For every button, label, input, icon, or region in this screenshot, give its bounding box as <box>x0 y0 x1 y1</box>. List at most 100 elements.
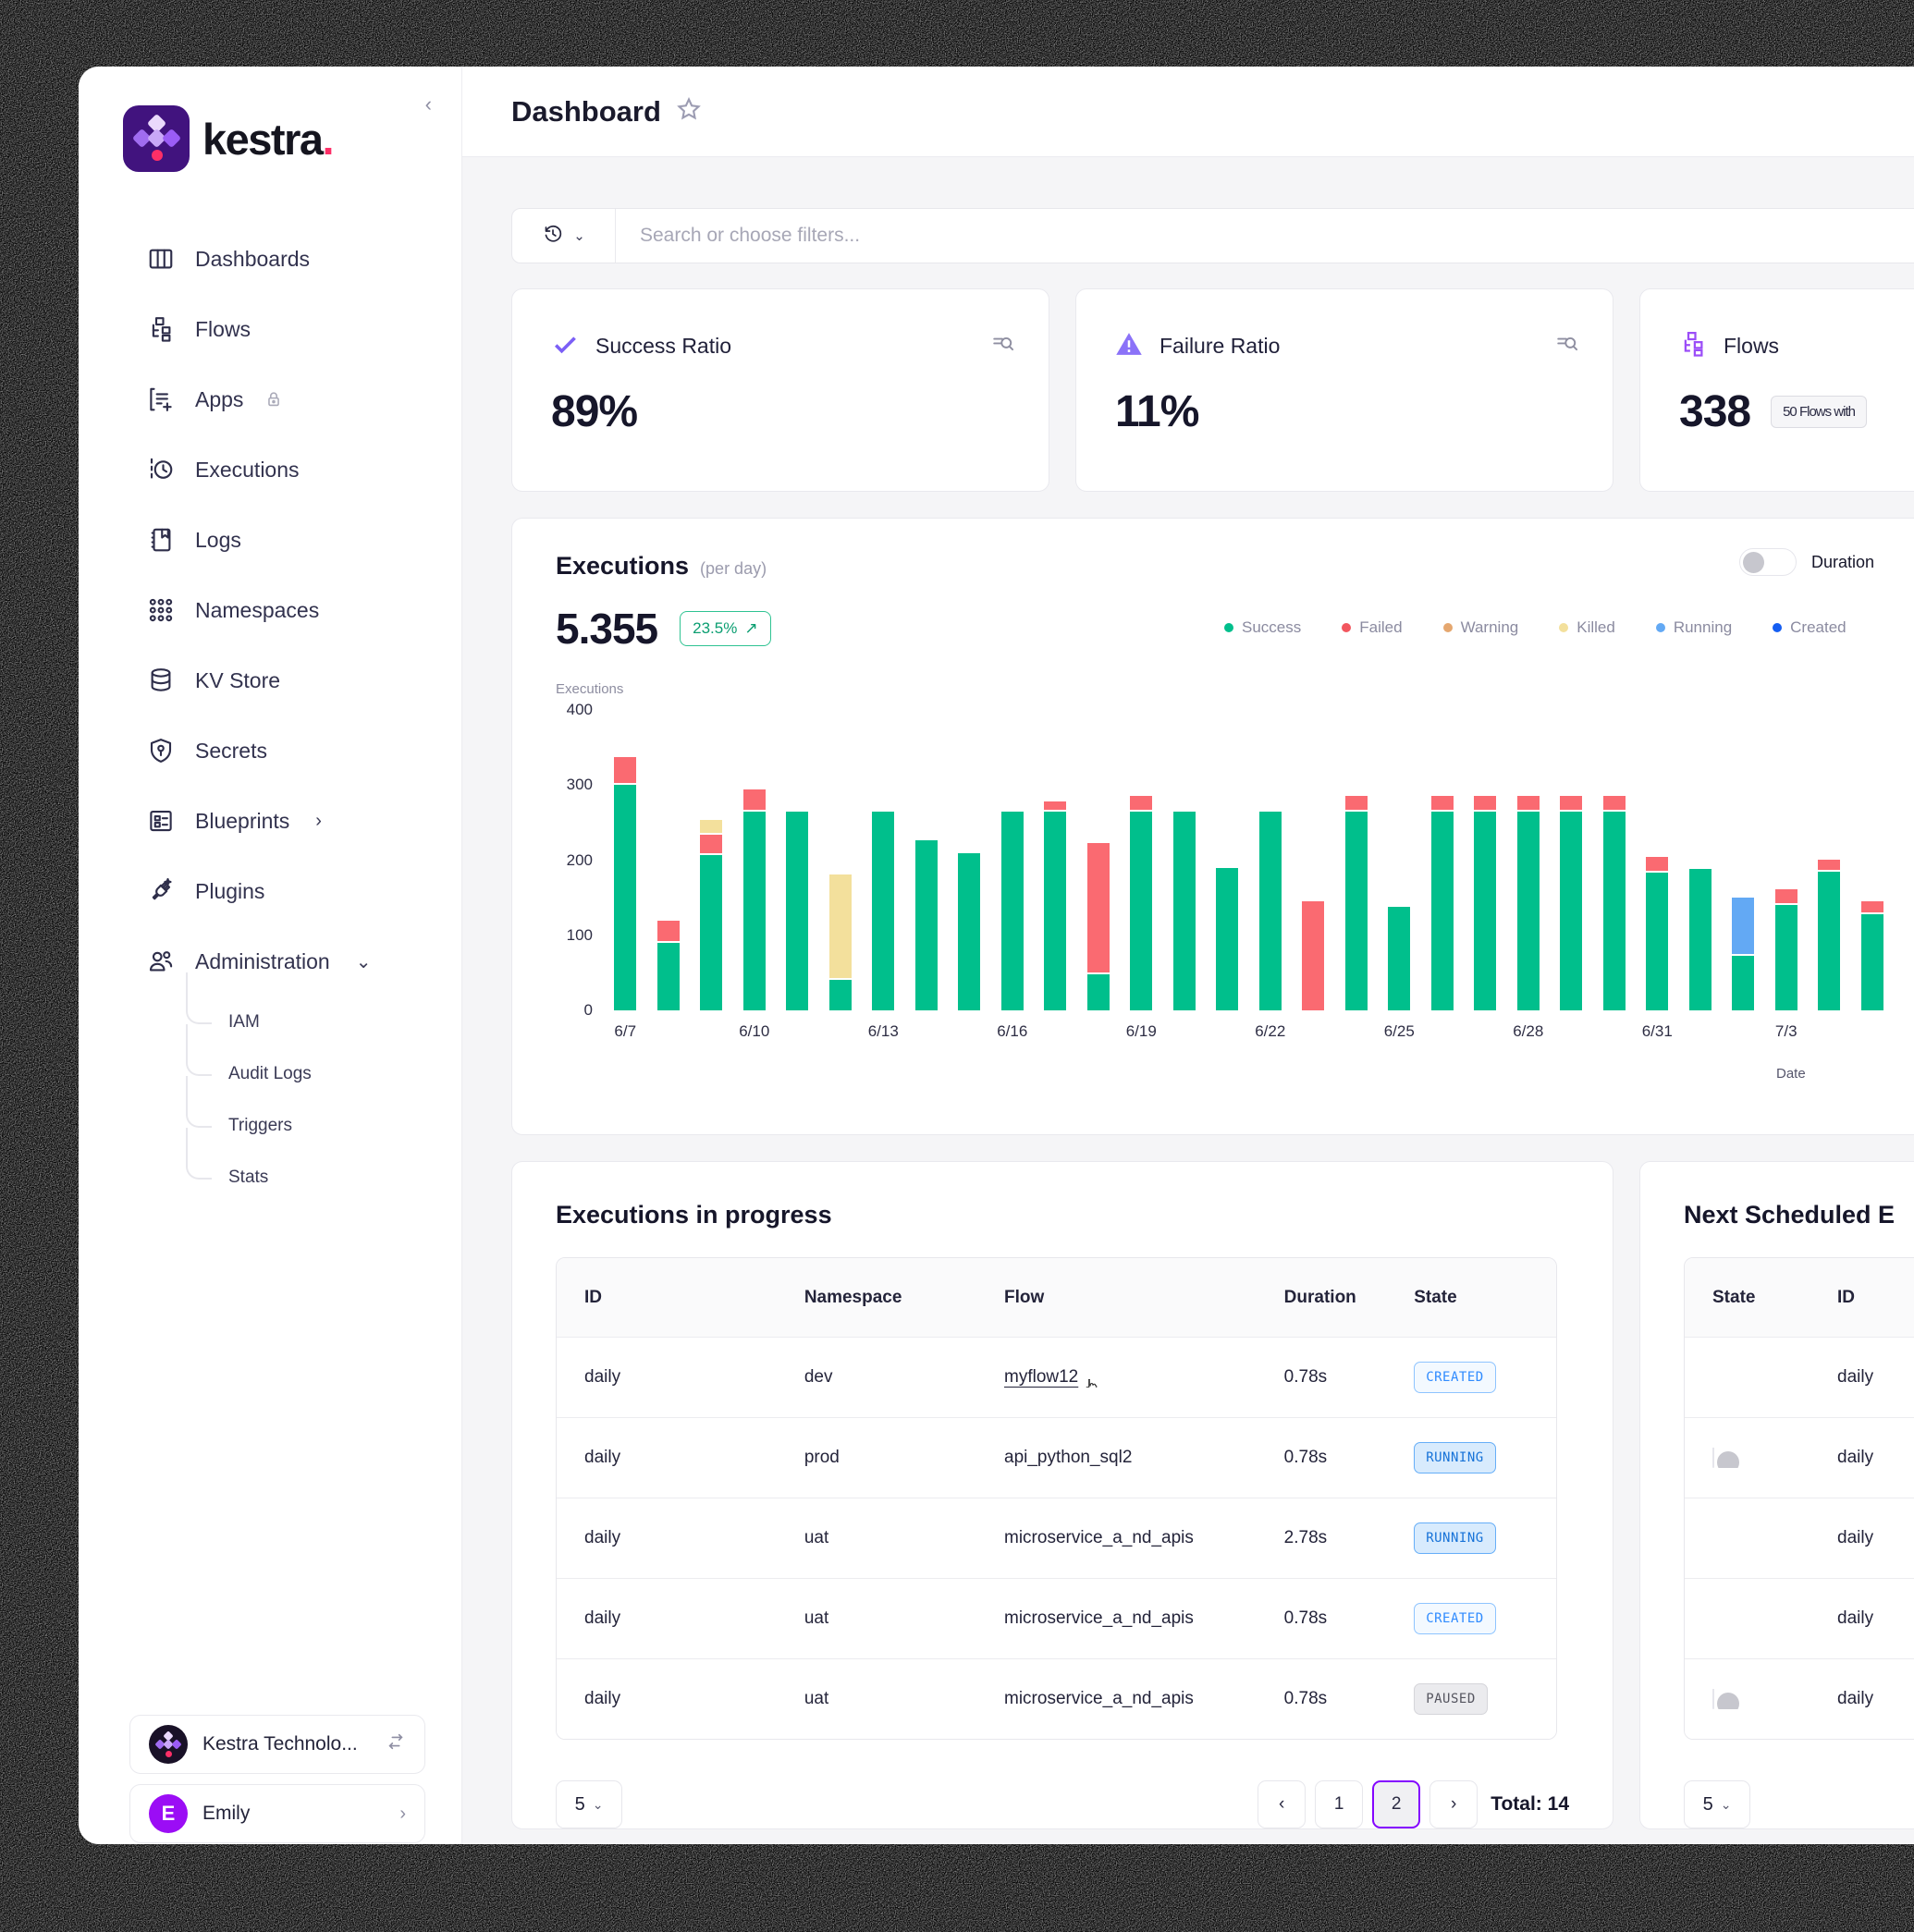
toggle-off[interactable] <box>1712 1448 1739 1468</box>
prev-page-button[interactable]: ‹ <box>1258 1780 1307 1828</box>
flows-icon <box>1679 330 1707 362</box>
swap-icon <box>386 1731 406 1757</box>
bar-6/23[interactable] <box>1302 901 1325 1010</box>
brand-logo[interactable]: kestra. <box>123 105 461 172</box>
sidebar-item-logs[interactable]: Logs <box>79 505 461 575</box>
sidebar-item-kv-store[interactable]: KV Store <box>79 645 461 715</box>
sidebar-subitem-triggers[interactable]: Triggers <box>79 1076 461 1152</box>
legend-item-failed[interactable]: Failed <box>1342 618 1403 637</box>
segment-success <box>872 812 895 1010</box>
bar-7/1[interactable] <box>1688 869 1712 1010</box>
sidebar-item-plugins[interactable]: Plugins <box>79 856 461 926</box>
filter-history-button[interactable]: ⌄ <box>512 209 616 263</box>
bar-6/28[interactable] <box>1516 796 1540 1010</box>
bar-7/3[interactable] <box>1774 889 1797 1010</box>
bar-6/21[interactable] <box>1216 868 1239 1010</box>
bar-6/7[interactable] <box>614 757 637 1010</box>
bar-6/30[interactable] <box>1602 796 1626 1010</box>
sidebar-item-flows[interactable]: Flows <box>79 294 461 364</box>
bar-6/9[interactable] <box>700 820 723 1010</box>
sidebar-item-namespaces[interactable]: Namespaces <box>79 575 461 645</box>
legend-item-created[interactable]: Created <box>1773 618 1847 637</box>
bar-6/27[interactable] <box>1474 796 1497 1010</box>
bar-7/4[interactable] <box>1818 860 1841 1010</box>
favorite-star-icon[interactable] <box>676 96 702 127</box>
page-button-1[interactable]: 1 <box>1315 1780 1364 1828</box>
bar-6/19[interactable] <box>1130 796 1153 1010</box>
namespace-cell: dev <box>804 1367 833 1387</box>
bar-6/26[interactable] <box>1430 796 1454 1010</box>
bar-6/17[interactable] <box>1044 801 1067 1010</box>
bar-6/11[interactable] <box>786 812 809 1010</box>
search-input[interactable] <box>616 209 1914 263</box>
bar-6/22[interactable] <box>1258 812 1282 1010</box>
status-badge: CREATED <box>1414 1362 1496 1393</box>
flow-name: api_python_sql2 <box>1004 1448 1133 1467</box>
bar-slot <box>948 710 991 1010</box>
bar-6/8[interactable] <box>656 921 680 1010</box>
segment-failed <box>1560 796 1583 810</box>
bar-slot <box>1335 710 1379 1010</box>
sidebar-item-blueprints[interactable]: Blueprints › <box>79 786 461 856</box>
bar-6/14[interactable] <box>914 840 938 1010</box>
sidebar-item-label: KV Store <box>195 667 281 692</box>
chart-legend: Success Failed Warning Killed Running Created <box>1224 618 1847 637</box>
x-tick-label: 7/3 <box>1774 1022 1797 1040</box>
next-page-button[interactable]: › <box>1429 1780 1478 1828</box>
bar-6/15[interactable] <box>958 853 981 1010</box>
bar-7/2[interactable] <box>1732 898 1755 1010</box>
table-row: daily uat microservice_a_nd_apis 2.78s RUNNI… <box>557 1498 1556 1578</box>
x-tick-label <box>776 1022 819 1041</box>
page-size-select[interactable]: 5 ⌄ <box>1684 1780 1750 1828</box>
sidebar-item-secrets[interactable]: Secrets <box>79 715 461 786</box>
tenant-switcher[interactable]: Kestra Technolo... <box>129 1715 425 1774</box>
segment-failed <box>1860 901 1883 912</box>
bar-slot <box>1421 710 1465 1010</box>
table-row: daily a <box>1685 1417 1914 1498</box>
page-button-2[interactable]: 2 <box>1372 1780 1421 1828</box>
sidebar-item-executions[interactable]: Executions <box>79 434 461 505</box>
bar-6/31[interactable] <box>1646 857 1669 1010</box>
pagination: ‹ 1 2 › <box>1258 1780 1478 1828</box>
flow-cell: microservice_a_nd_apis <box>976 1689 1257 1709</box>
sidebar-item-apps[interactable]: Apps <box>79 364 461 434</box>
sidebar-item-administration[interactable]: Administration ⌄ <box>79 926 461 997</box>
bar-6/16[interactable] <box>1000 812 1024 1010</box>
state-cell: RUNNING <box>1386 1522 1556 1554</box>
page-size-select[interactable]: 5 ⌄ <box>556 1780 622 1828</box>
x-tick-label: 6/16 <box>997 1022 1028 1040</box>
bar-6/12[interactable] <box>828 874 852 1010</box>
bar-6/13[interactable] <box>872 812 895 1010</box>
user-menu[interactable]: E Emily › <box>129 1784 425 1843</box>
segment-failed <box>1474 796 1497 810</box>
legend-item-killed[interactable]: Killed <box>1559 618 1615 637</box>
panel-title: Next Scheduled E <box>1684 1201 1896 1229</box>
x-tick-label <box>948 1022 991 1041</box>
bar-6/20[interactable] <box>1172 812 1196 1010</box>
sidebar-subitem-iam[interactable]: IAM <box>79 972 461 1048</box>
bar-6/24[interactable] <box>1344 796 1368 1010</box>
executions-table: ID Namespace Flow Duration State daily dev myfl… <box>556 1257 1557 1740</box>
inspect-icon[interactable] <box>991 332 1015 361</box>
sidebar-subitem-audit-logs[interactable]: Audit Logs <box>79 1024 461 1100</box>
legend-item-success[interactable]: Success <box>1224 618 1301 637</box>
sidebar-item-dashboards[interactable]: Dashboards <box>79 224 461 294</box>
id-cell: daily <box>584 1689 621 1708</box>
sidebar-subitem-stats[interactable]: Stats <box>79 1128 461 1204</box>
legend-item-warning[interactable]: Warning <box>1442 618 1518 637</box>
toggle-off[interactable] <box>1712 1689 1739 1709</box>
segment-success <box>1774 905 1797 1010</box>
sidebar-collapse-icon[interactable]: ‹ <box>424 92 432 116</box>
flow-link[interactable]: myflow12 <box>1004 1367 1098 1388</box>
bar-7/5[interactable] <box>1860 901 1883 1010</box>
warning-triangle-icon <box>1115 330 1143 362</box>
inspect-icon[interactable] <box>1555 332 1579 361</box>
bar-6/18[interactable] <box>1086 843 1110 1010</box>
duration-toggle[interactable] <box>1739 548 1797 576</box>
bar-6/29[interactable] <box>1560 796 1583 1010</box>
bar-6/25[interactable] <box>1388 907 1411 1010</box>
legend-item-running[interactable]: Running <box>1655 618 1732 637</box>
flows-count-badge: 50 Flows with <box>1771 396 1867 428</box>
legend-label: Failed <box>1359 618 1403 636</box>
bar-6/10[interactable] <box>742 789 766 1010</box>
